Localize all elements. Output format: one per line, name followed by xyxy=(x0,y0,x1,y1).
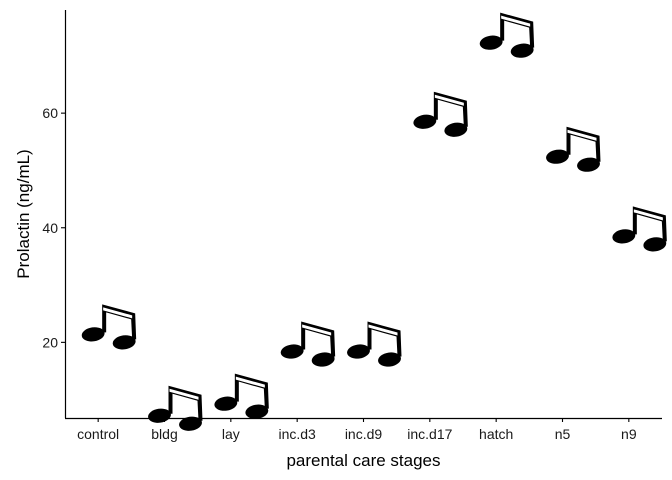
data-points xyxy=(80,12,668,433)
x-tick-label: n5 xyxy=(555,426,571,442)
music-note-icon xyxy=(279,321,336,369)
x-tick-label: bldg xyxy=(151,426,177,442)
x-axis-title: parental care stages xyxy=(286,451,440,470)
music-note-icon xyxy=(80,304,137,351)
music-note-icon xyxy=(478,12,535,60)
x-tick-label: n9 xyxy=(621,426,637,442)
y-tick-label: 60 xyxy=(42,105,58,121)
music-note-icon xyxy=(611,206,668,253)
y-axis-title: Prolactin (ng/mL) xyxy=(14,149,33,278)
music-note-icon xyxy=(412,91,469,139)
y-tick-label: 20 xyxy=(42,334,58,350)
music-note-icon xyxy=(545,126,601,174)
x-tick-label: inc.d17 xyxy=(407,426,452,442)
y-ticks: 20 40 60 xyxy=(42,105,65,350)
y-axis: 20 40 60 xyxy=(42,10,67,418)
x-tick-label: inc.d3 xyxy=(278,426,316,442)
x-tick-label: control xyxy=(77,426,119,442)
music-note-icon xyxy=(346,321,402,369)
x-tick-label: lay xyxy=(222,426,240,442)
x-axis: control bldg lay inc.d3 inc.d9 inc.d17 hatch n5… xyxy=(65,417,662,442)
music-note-icon xyxy=(213,373,270,421)
x-tick-label: hatch xyxy=(479,426,513,442)
y-tick-label: 40 xyxy=(42,220,58,236)
x-ticks: control bldg lay inc.d3 inc.d9 inc.d17 hatch n5… xyxy=(77,418,637,442)
x-tick-label: inc.d9 xyxy=(345,426,383,442)
